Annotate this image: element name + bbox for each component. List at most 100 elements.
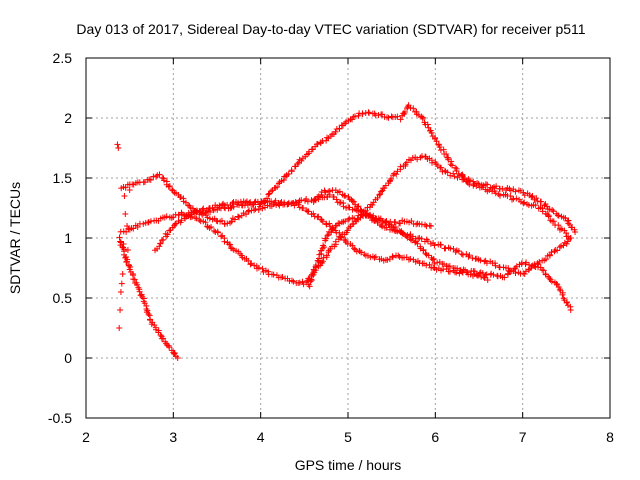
data-point — [295, 201, 302, 208]
data-point — [122, 211, 129, 217]
data-point — [265, 268, 272, 275]
data-point — [395, 252, 402, 259]
data-point — [422, 221, 429, 228]
data-point — [484, 181, 491, 188]
data-point — [424, 121, 431, 128]
data-point — [322, 189, 329, 196]
data-point — [541, 202, 548, 209]
data-point — [394, 113, 401, 120]
data-point — [350, 198, 357, 205]
data-point — [325, 247, 332, 254]
data-point — [428, 129, 435, 136]
data-point — [375, 112, 382, 119]
data-point — [450, 170, 457, 177]
data-point — [553, 280, 560, 287]
data-point — [255, 206, 262, 213]
data-point — [538, 198, 545, 205]
data-point — [447, 161, 454, 168]
data-point — [252, 199, 259, 206]
data-point — [504, 271, 511, 278]
data-point — [326, 220, 333, 227]
data-point — [171, 350, 178, 357]
data-point — [370, 217, 377, 224]
data-point — [449, 162, 456, 169]
data-points — [114, 102, 579, 361]
data-point — [378, 188, 385, 195]
data-point — [523, 259, 530, 266]
data-point — [196, 216, 203, 223]
data-point — [369, 201, 376, 208]
data-point — [120, 241, 127, 247]
data-point — [501, 274, 508, 281]
axis-ticks — [85, 57, 611, 419]
data-point — [414, 156, 421, 163]
data-point — [134, 281, 141, 288]
grid — [85, 57, 611, 419]
data-point — [438, 164, 445, 171]
data-point — [314, 214, 321, 221]
data-point — [324, 232, 331, 239]
data-point — [429, 256, 436, 263]
data-point — [227, 241, 234, 248]
data-point — [259, 205, 266, 212]
data-point — [114, 141, 121, 148]
data-point — [528, 194, 535, 201]
data-point — [489, 185, 496, 192]
data-point — [166, 183, 173, 190]
data-point — [268, 188, 275, 195]
data-point — [305, 281, 312, 288]
data-point — [354, 215, 361, 222]
x-tick-label: 6 — [431, 429, 439, 445]
data-point — [359, 110, 366, 117]
data-point — [323, 235, 330, 242]
data-point — [379, 223, 386, 230]
y-tick-label: 2.5 — [53, 50, 73, 66]
data-point — [387, 177, 394, 184]
data-point — [407, 255, 414, 262]
data-point — [469, 255, 476, 262]
data-point — [392, 218, 399, 225]
data-point — [175, 212, 182, 219]
data-point — [492, 262, 499, 269]
data-point — [440, 146, 447, 153]
data-point — [247, 261, 254, 268]
data-point — [545, 213, 552, 220]
data-point — [324, 134, 331, 141]
data-point — [338, 233, 345, 240]
data-point — [345, 216, 352, 223]
data-point — [512, 188, 519, 195]
data-point — [453, 269, 460, 276]
data-point — [315, 213, 322, 220]
data-point — [314, 141, 321, 148]
data-point — [496, 192, 503, 199]
data-point — [356, 248, 363, 255]
data-point — [178, 209, 185, 216]
data-point — [409, 237, 416, 244]
data-point — [434, 259, 441, 266]
data-point — [456, 172, 463, 179]
data-point — [391, 227, 398, 234]
data-point — [522, 268, 529, 275]
data-point — [366, 110, 373, 117]
data-point — [126, 266, 133, 273]
data-point — [117, 307, 124, 313]
data-point — [550, 218, 557, 225]
data-point — [418, 235, 425, 242]
data-point — [308, 276, 315, 283]
data-point — [426, 261, 433, 268]
data-point — [437, 241, 444, 248]
data-point — [172, 221, 179, 228]
data-point — [550, 208, 557, 215]
data-point — [325, 188, 332, 195]
data-point — [116, 234, 123, 241]
data-point — [231, 216, 238, 223]
data-point — [224, 220, 231, 227]
data-point — [134, 223, 141, 230]
data-point — [189, 213, 196, 220]
data-point — [444, 169, 451, 176]
data-point — [342, 192, 349, 199]
data-point — [259, 265, 266, 272]
data-point — [482, 272, 489, 279]
data-point — [554, 247, 561, 254]
data-point — [367, 254, 374, 261]
